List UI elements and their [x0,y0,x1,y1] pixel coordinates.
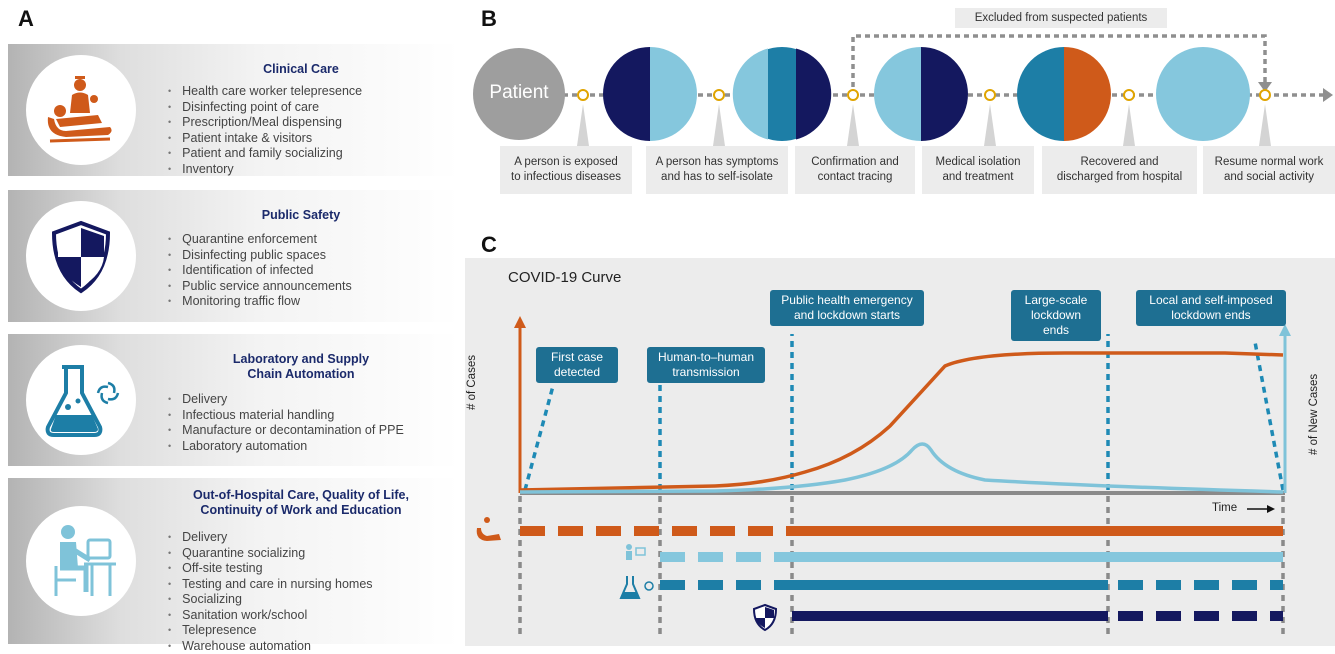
flask-small-icon [621,576,653,598]
event-human-transmission: Human-to–human transmission [647,347,765,383]
list-item: Monitoring traffic flow [168,294,352,310]
step-confirmation: Confirmation and contact tracing [795,146,915,194]
public-safety-title: Public Safety [156,208,446,223]
public-safety-card: Public Safety Quarantine enforcement Dis… [8,190,460,322]
step-resume: Resume normal work and social activity [1203,146,1335,194]
public-safety-list: Quarantine enforcement Disinfecting publ… [168,232,352,310]
list-item: Sanitation work/school [168,608,373,624]
list-item: Health care worker telepresence [168,84,362,100]
stage-circle [874,47,968,141]
panel-c-label: C [481,232,497,258]
list-item: Manufacture or decontamination of PPE [168,423,404,439]
list-item: Telepresence [168,623,373,639]
list-item: Disinfecting public spaces [168,248,352,264]
list-item: Identification of infected [168,263,352,279]
list-item: Inventory [168,162,362,178]
person-at-computer-icon [26,506,136,616]
list-item: Quarantine enforcement [168,232,352,248]
excluded-label: Excluded from suspected patients [955,8,1167,28]
flask-icon [26,345,136,455]
list-item: Quarantine socializing [168,546,373,562]
step-symptoms: A person has symptoms and has to self-is… [646,146,788,194]
x-axis-label: Time [1212,502,1237,514]
stage-circle [603,47,697,141]
clinical-care-card: Clinical Care Health care worker telepre… [8,44,460,176]
event-local-lockdown-ends: Local and self-imposed lockdown ends [1136,290,1286,326]
list-item: Disinfecting point of care [168,100,362,116]
shield-icon [26,201,136,311]
event-first-case: First case detected [536,347,618,383]
stage-circle [1156,47,1250,141]
list-item: Warehouse automation [168,639,373,654]
list-item: Patient and family socializing [168,146,362,162]
event-lockdown-ends: Large-scale lockdown ends [1011,290,1101,341]
list-item: Public service announcements [168,279,352,295]
list-item: Testing and care in nursing homes [168,577,373,593]
clinical-care-title: Clinical Care [156,62,446,77]
laboratory-list: Delivery Infectious material handling Ma… [168,392,404,454]
patient-label: Patient [473,82,565,104]
list-item: Laboratory automation [168,439,404,455]
step-isolation: Medical isolation and treatment [922,146,1034,194]
shield-small-icon [754,605,776,630]
list-item: Delivery [168,530,373,546]
person-small-icon [626,544,645,560]
clinical-care-icon [26,55,136,165]
list-item: Patient intake & visitors [168,131,362,147]
list-item: Delivery [168,392,404,408]
laboratory-card: Laboratory and Supply Chain Automation D… [8,334,460,466]
y-axis-left-label: # of Cases [466,355,478,410]
clinical-care-small-icon [477,517,501,541]
list-item: Off-site testing [168,561,373,577]
out-of-hospital-card: Out-of-Hospital Care, Quality of Life, C… [8,478,460,644]
stage-circle [1017,47,1111,141]
list-item: Socializing [168,592,373,608]
event-lockdown-starts: Public health emergency and lockdown sta… [770,290,924,326]
clinical-care-list: Health care worker telepresence Disinfec… [168,84,362,177]
y-axis-right-label: # of New Cases [1308,374,1320,455]
step-recovered: Recovered and discharged from hospital [1042,146,1197,194]
out-of-hospital-title: Out-of-Hospital Care, Quality of Life, C… [156,488,446,518]
step-exposed: A person is exposed to infectious diseas… [500,146,632,194]
panel-a-label: A [18,6,34,32]
patient-flow-diagram [465,28,1335,148]
list-item: Infectious material handling [168,408,404,424]
stage-circle [733,47,831,141]
out-of-hospital-list: Delivery Quarantine socializing Off-site… [168,530,373,654]
laboratory-title: Laboratory and Supply Chain Automation [156,352,446,382]
list-item: Prescription/Meal dispensing [168,115,362,131]
